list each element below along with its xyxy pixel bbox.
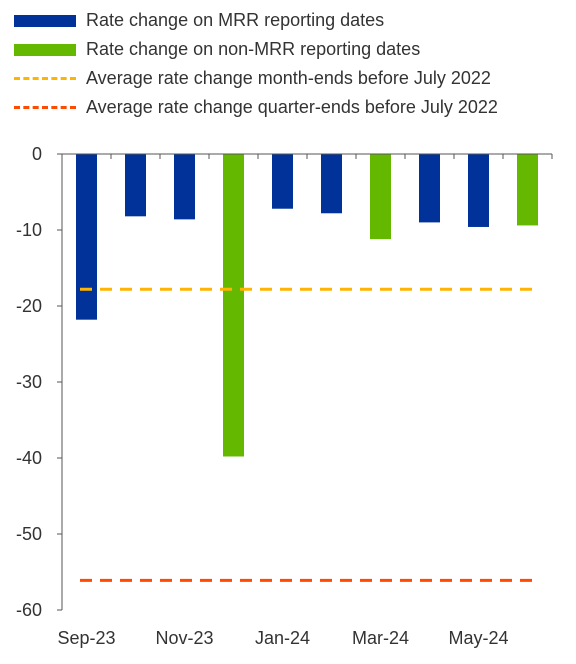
x-tick-label: Mar-24	[352, 628, 409, 648]
bar-feb-24	[321, 154, 342, 214]
legend-label-month-end-average: Average rate change month-ends before Ju…	[86, 68, 491, 88]
y-tick-label: -20	[16, 296, 42, 316]
legend-item-month-end-average: Average rate change month-ends before Ju…	[14, 64, 574, 93]
y-tick-label: 0	[32, 144, 42, 164]
bar-jun-24	[517, 154, 538, 226]
legend-swatch-mrr	[14, 14, 76, 27]
legend-swatch-quarter-end-average	[14, 106, 76, 109]
y-tick-label: -60	[16, 600, 42, 620]
bar-sep-23	[76, 154, 97, 320]
legend-label-quarter-end-average: Average rate change quarter-ends before …	[86, 97, 498, 117]
legend-item-non-mrr: Rate change on non-MRR reporting dates	[14, 35, 574, 64]
bar-dec-23	[223, 154, 244, 457]
y-tick-label: -10	[16, 220, 42, 240]
bar-oct-23	[125, 154, 146, 217]
x-tick-label: Jan-24	[255, 628, 310, 648]
bar-may-24	[468, 154, 489, 227]
y-tick-label: -50	[16, 524, 42, 544]
chart-legend: Rate change on MRR reporting dates Rate …	[14, 6, 574, 122]
x-tick-label: May-24	[448, 628, 508, 648]
legend-label-non-mrr: Rate change on non-MRR reporting dates	[86, 39, 421, 59]
bar-mar-24	[370, 154, 391, 240]
bar-jan-24	[272, 154, 293, 209]
x-tick-label: Nov-23	[155, 628, 213, 648]
bar-chart: 0 -10 -20 -30 -40 -50 -60 Sep-23 Nov-23 Jan-24 Mar…	[16, 144, 553, 648]
legend-swatch-month-end-average	[14, 77, 76, 80]
y-tick-label: -30	[16, 372, 42, 392]
bar-nov-23	[174, 154, 195, 220]
legend-item-mrr: Rate change on MRR reporting dates	[14, 6, 574, 35]
x-tick-label: Sep-23	[57, 628, 115, 648]
legend-swatch-non-mrr	[14, 43, 76, 56]
y-tick-label: -40	[16, 448, 42, 468]
bar-apr-24	[419, 154, 440, 223]
legend-item-quarter-end-average: Average rate change quarter-ends before …	[14, 93, 574, 122]
legend-label-mrr: Rate change on MRR reporting dates	[86, 10, 385, 30]
